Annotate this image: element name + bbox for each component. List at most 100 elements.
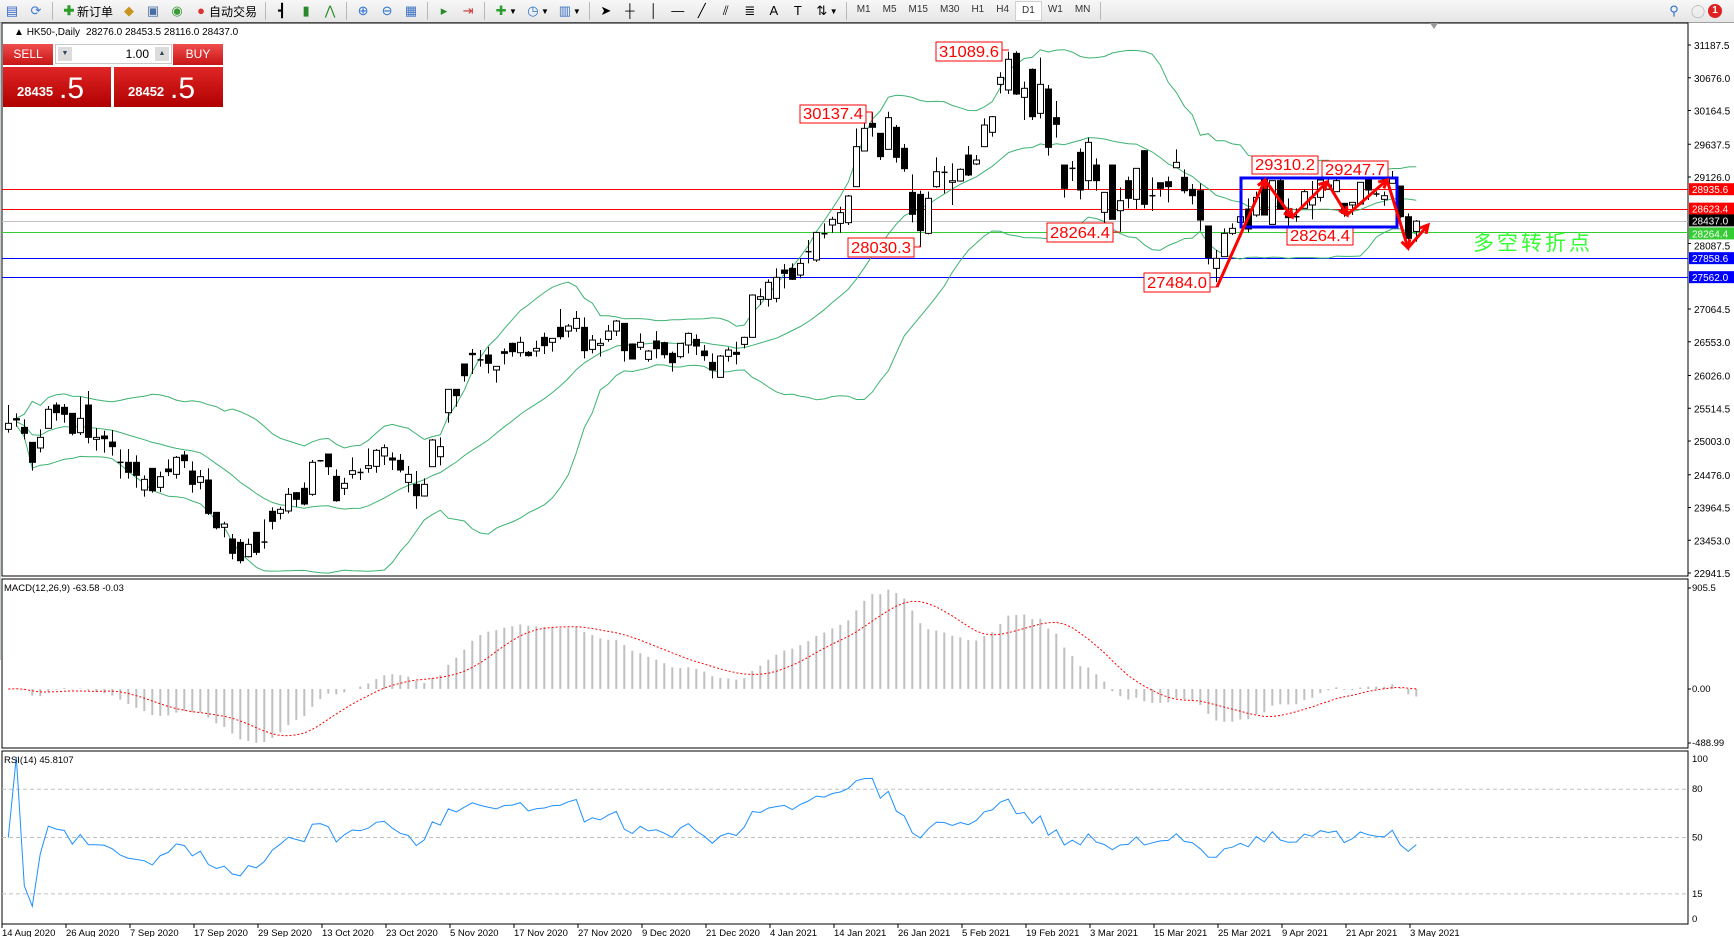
annotation-label[interactable]: 28030.3 [851, 240, 911, 257]
consolidation-box[interactable] [1239, 176, 1399, 229]
annotation-label[interactable]: 29310.2 [1255, 157, 1315, 174]
candle-body-bearish [69, 412, 76, 434]
arrows-tool[interactable]: ⇅ ▼ [810, 1, 842, 21]
equidistant-channel-tool[interactable]: ⫽ [714, 1, 738, 21]
candle-body-bearish [621, 322, 628, 352]
candle-body-bullish [365, 465, 372, 469]
annotation-box[interactable] [1251, 155, 1319, 175]
vertical-line-tool[interactable]: │ [642, 1, 666, 21]
crosshair-tool[interactable]: ┼ [618, 1, 642, 21]
candle-body-bullish [989, 116, 996, 133]
text-label-tool[interactable]: T [786, 1, 810, 21]
candle [1109, 164, 1116, 220]
candle-body-bullish [37, 436, 44, 449]
annotation-label[interactable]: 29247.7 [1325, 162, 1385, 179]
drawings[interactable]: 31089.6 30137.4 28030.3 28264.4 27484.0 29310… [799, 41, 1593, 293]
auto-scroll-button[interactable]: ▸ [432, 1, 456, 21]
candle [285, 488, 292, 514]
timeframe-w1[interactable]: W1 [1047, 4, 1063, 15]
annotation-label[interactable]: 30137.4 [803, 106, 863, 123]
candle [293, 491, 300, 507]
candle [1173, 149, 1180, 169]
candlestick-chart-button[interactable]: ▮ [294, 1, 318, 21]
buy-price-box[interactable]: 28452 .5 [114, 67, 223, 107]
lot-decrease-arrow-icon[interactable]: ▼ [58, 47, 72, 61]
candle-body-bullish [197, 476, 204, 483]
arrows-icon: ⇅ [816, 3, 828, 18]
candle-body-bearish [1365, 178, 1372, 191]
macd-frame [1, 578, 1689, 749]
templates-button[interactable]: ▥ ▼ [553, 1, 585, 21]
candle [277, 506, 284, 520]
new-order-button[interactable]: ✚ 新订单 [57, 1, 117, 21]
periods-button[interactable]: ◷ ▼ [521, 1, 553, 21]
chart-shift-button[interactable]: ⇥ [456, 1, 480, 21]
search-icon: ⚲ [1669, 3, 1679, 18]
notifications-button[interactable]: ◯ 1 [1686, 1, 1726, 21]
candle-body-bullish [373, 449, 380, 467]
date-label: 5 Feb 2021 [962, 928, 1010, 937]
sell-button[interactable]: SELL [3, 44, 53, 65]
candle-body-bearish [21, 426, 28, 434]
timeframe-mn[interactable]: MN [1074, 4, 1091, 15]
toolbar-button-profiles[interactable]: ▤ [0, 1, 24, 21]
timeframe-h4[interactable]: H4 [996, 4, 1010, 15]
annotation-box[interactable] [1046, 222, 1114, 243]
candle [509, 342, 516, 357]
annotation-note[interactable]: 多空转折点 [1473, 232, 1593, 255]
annotation-box[interactable] [935, 41, 1003, 62]
price-tick-label: 26553.0 [1694, 338, 1731, 349]
zigzag-arrow-path[interactable] [1215, 178, 1430, 288]
lot-size-value[interactable]: 1.00 [125, 47, 149, 61]
zoom-in-button[interactable]: ⊕ [351, 1, 375, 21]
line-chart-button[interactable]: ⋀ [318, 1, 342, 21]
annotation-label[interactable]: 28264.4 [1290, 228, 1350, 245]
toolbar-button-metaeditor[interactable]: ◆ [117, 1, 141, 21]
search-button[interactable]: ⚲ [1662, 1, 1686, 21]
timeframe-m5[interactable]: M5 [882, 4, 897, 15]
sell-price-box[interactable]: 28435 .5 [3, 67, 111, 107]
candle [1213, 250, 1220, 283]
price-axis[interactable]: 31187.5 30676.0 30164.5 29637.5 29126.0 28087… [1688, 41, 1734, 580]
collapse-triangle-icon[interactable]: ▲ [14, 27, 27, 38]
annotation-label[interactable]: 31089.6 [939, 44, 999, 61]
timeframe-h1[interactable]: H1 [971, 4, 985, 15]
candle [813, 231, 820, 262]
timeframe-m30[interactable]: M30 [939, 4, 960, 15]
annotation-box[interactable] [847, 237, 915, 258]
candle-body-bullish [573, 317, 580, 329]
buy-button[interactable]: BUY [173, 44, 223, 65]
toolbar-button-terminal[interactable]: ▣ [141, 1, 165, 21]
text-tool[interactable]: A [762, 1, 786, 21]
annotation-label[interactable]: 28264.4 [1050, 225, 1110, 242]
candle-body-bearish [133, 461, 140, 476]
toolbar-button-refresh[interactable]: ⟳ [24, 1, 48, 21]
toolbar-button-signals[interactable]: ◉ [165, 1, 189, 21]
auto-trading-button[interactable]: ● 自动交易 [189, 1, 261, 21]
annotation-label[interactable]: 27484.0 [1147, 275, 1207, 292]
rsi-axis-label: 50 [1692, 833, 1703, 844]
candle-body-bearish [1013, 52, 1020, 95]
lot-increase-arrow-icon[interactable]: ▲ [155, 47, 169, 61]
tile-windows-button[interactable]: ▦ [399, 1, 423, 21]
horizontal-line-tool[interactable]: — [666, 1, 690, 21]
candle [909, 174, 916, 223]
zoom-out-button[interactable]: ⊖ [375, 1, 399, 21]
annotation-box[interactable] [799, 104, 867, 124]
cursor-tool[interactable]: ➤ [594, 1, 618, 21]
timeframe-m15[interactable]: M15 [908, 4, 928, 15]
trendline-tool[interactable]: ╱ [690, 1, 714, 21]
annotation-box[interactable] [1143, 272, 1211, 293]
candle-body-bearish [397, 459, 404, 471]
indicators-button[interactable]: ✚ ▼ [489, 1, 521, 21]
candle-body-bullish [725, 349, 732, 357]
timeframe-d1[interactable]: D1 [1015, 1, 1042, 21]
candle [733, 341, 740, 365]
chart-shift-marker-icon[interactable] [1430, 23, 1438, 29]
candle-body-bearish [13, 418, 20, 421]
lot-size-field[interactable]: ▼ 1.00 ▲ [55, 44, 172, 64]
fibonacci-tool[interactable]: ≣ [738, 1, 762, 21]
bar-chart-button[interactable]: ┫ [270, 1, 294, 21]
timeframe-m1[interactable]: M1 [856, 4, 871, 15]
